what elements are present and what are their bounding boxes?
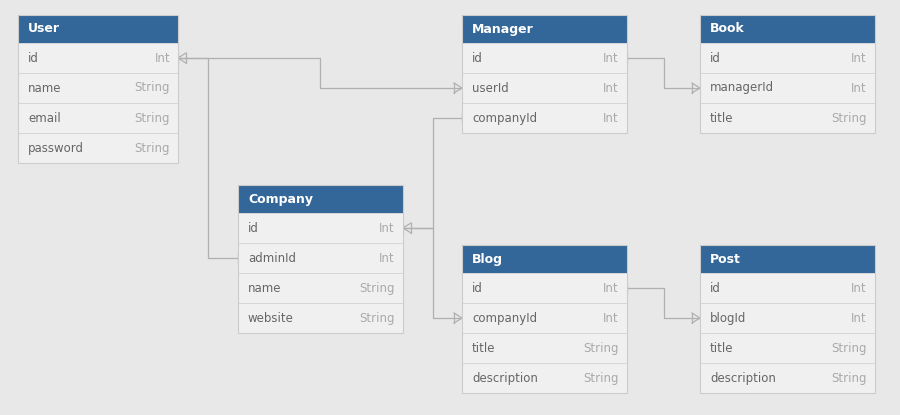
Text: Int: Int	[851, 281, 867, 295]
Bar	[462, 73, 627, 103]
Bar	[700, 103, 875, 133]
Bar	[700, 245, 875, 393]
Text: companyId: companyId	[472, 112, 537, 124]
Text: managerId: managerId	[710, 81, 774, 95]
Bar	[700, 43, 875, 73]
Text: id: id	[710, 51, 721, 64]
Text: Int: Int	[851, 81, 867, 95]
Bar	[462, 333, 627, 363]
Bar	[18, 133, 178, 163]
Text: title: title	[472, 342, 496, 354]
Text: String: String	[134, 142, 170, 154]
Bar	[18, 73, 178, 103]
Text: description: description	[472, 371, 538, 385]
Text: Company: Company	[248, 193, 313, 205]
Text: Int: Int	[603, 281, 619, 295]
Text: String: String	[359, 312, 395, 325]
Text: Int: Int	[380, 222, 395, 234]
Text: String: String	[583, 342, 619, 354]
Text: Blog: Blog	[472, 252, 503, 266]
Bar	[462, 15, 627, 133]
Bar	[238, 243, 403, 273]
Bar	[462, 245, 627, 393]
Bar	[238, 185, 403, 213]
Text: String: String	[832, 112, 867, 124]
Text: description: description	[710, 371, 776, 385]
Text: Int: Int	[603, 81, 619, 95]
Bar	[238, 303, 403, 333]
Bar	[462, 43, 627, 73]
Bar	[238, 185, 403, 333]
Text: email: email	[28, 112, 61, 124]
Bar	[18, 15, 178, 163]
Bar	[700, 245, 875, 273]
Bar	[18, 43, 178, 73]
Text: Int: Int	[380, 251, 395, 264]
Text: id: id	[472, 281, 483, 295]
Bar	[238, 213, 403, 243]
Text: String: String	[359, 281, 395, 295]
Bar	[18, 103, 178, 133]
Bar	[462, 363, 627, 393]
Bar	[462, 15, 627, 43]
Text: id: id	[472, 51, 483, 64]
Bar	[462, 103, 627, 133]
Text: Manager: Manager	[472, 22, 534, 36]
Text: String: String	[134, 81, 170, 95]
Text: password: password	[28, 142, 84, 154]
Text: String: String	[832, 371, 867, 385]
Text: blogId: blogId	[710, 312, 746, 325]
Text: Int: Int	[603, 312, 619, 325]
Text: String: String	[832, 342, 867, 354]
Text: adminId: adminId	[248, 251, 296, 264]
Text: website: website	[248, 312, 294, 325]
Text: User: User	[28, 22, 60, 36]
Bar	[700, 273, 875, 303]
Text: companyId: companyId	[472, 312, 537, 325]
Bar	[700, 15, 875, 133]
Bar	[18, 15, 178, 43]
Text: Int: Int	[603, 112, 619, 124]
Text: id: id	[28, 51, 39, 64]
Bar	[700, 15, 875, 43]
Text: Int: Int	[851, 51, 867, 64]
Text: name: name	[28, 81, 61, 95]
Text: Book: Book	[710, 22, 745, 36]
Bar	[700, 303, 875, 333]
Text: name: name	[248, 281, 282, 295]
Text: String: String	[134, 112, 170, 124]
Text: Int: Int	[603, 51, 619, 64]
Text: userId: userId	[472, 81, 508, 95]
Text: title: title	[710, 112, 734, 124]
Bar	[700, 363, 875, 393]
Bar	[462, 245, 627, 273]
Text: String: String	[583, 371, 619, 385]
Bar	[700, 333, 875, 363]
Bar	[700, 73, 875, 103]
Bar	[462, 303, 627, 333]
Bar	[238, 273, 403, 303]
Text: Int: Int	[851, 312, 867, 325]
Text: Post: Post	[710, 252, 741, 266]
Text: Int: Int	[155, 51, 170, 64]
Text: id: id	[710, 281, 721, 295]
Text: id: id	[248, 222, 259, 234]
Bar	[462, 273, 627, 303]
Text: title: title	[710, 342, 734, 354]
